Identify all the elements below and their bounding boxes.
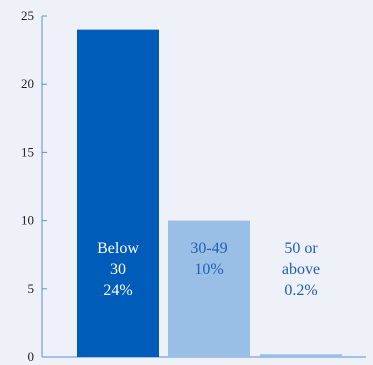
- bars: [77, 29, 342, 357]
- y-tick-label: 5: [28, 281, 35, 296]
- bar: [77, 29, 159, 357]
- bar: [260, 354, 342, 357]
- bar-label: 30-49: [190, 240, 227, 257]
- bar-label: 30: [110, 261, 126, 278]
- y-tick-label: 15: [21, 144, 34, 159]
- bar-label: 24%: [103, 282, 132, 299]
- y-tick-label: 25: [21, 8, 34, 23]
- bar: [168, 220, 250, 357]
- bar-label: 10%: [194, 261, 223, 278]
- bar-label: 50 or: [284, 240, 318, 257]
- y-tick-label: 20: [21, 76, 34, 91]
- y-tick-label: 10: [21, 213, 34, 228]
- bar-label: 0.2%: [284, 282, 317, 299]
- bar-label: above: [282, 261, 320, 278]
- bar-labels: Below 30 24% 30-49 10% 50 or above 0.2%: [97, 240, 320, 299]
- bar-label: Below: [97, 240, 139, 257]
- y-tick-label: 0: [28, 349, 35, 364]
